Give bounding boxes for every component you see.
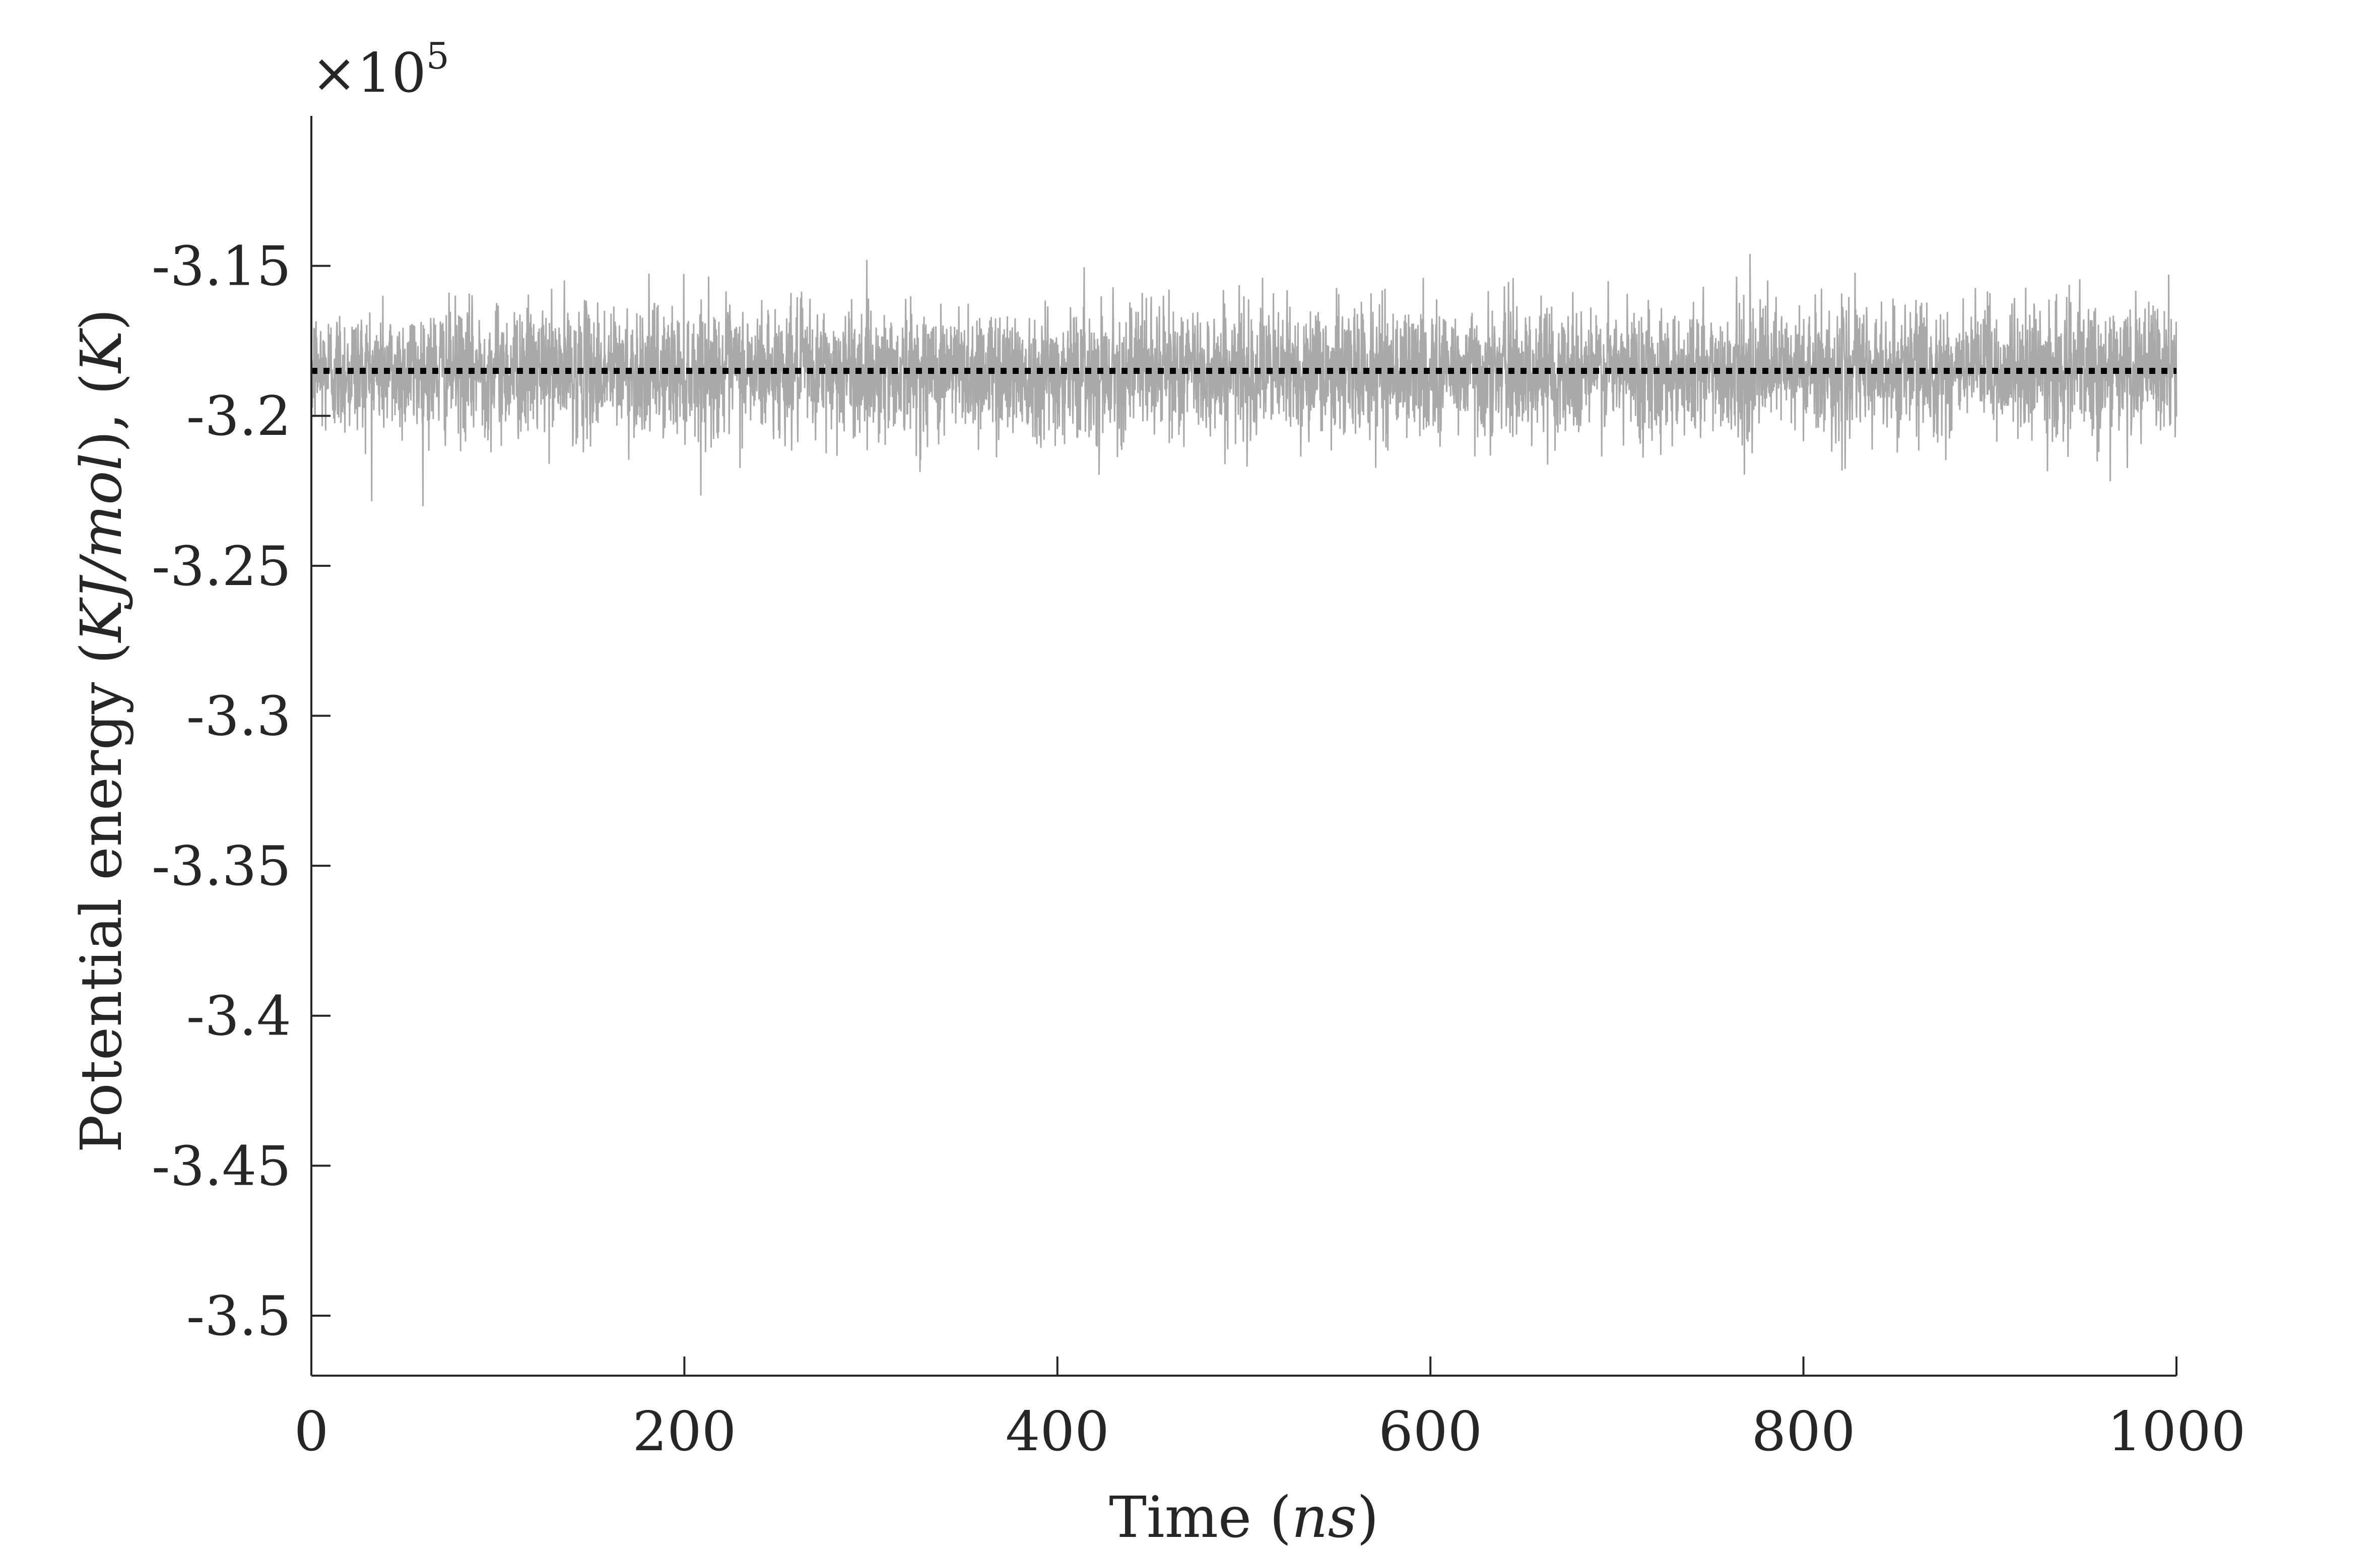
x-ticks: 0 200 400 600 800 1000 bbox=[294, 1357, 2246, 1463]
y-axis-label-unit1: KJ/mol bbox=[69, 453, 135, 643]
y-multiplier-exponent: 5 bbox=[426, 35, 449, 77]
y-tick-label: -3.5 bbox=[186, 1285, 291, 1348]
x-axis-label-suffix: ) bbox=[1357, 1485, 1379, 1547]
y-axis-label: Potential energy (KJ/mol), (K) bbox=[69, 309, 135, 1153]
x-tick-label: 200 bbox=[632, 1400, 736, 1463]
x-tick-label: 600 bbox=[1378, 1400, 1482, 1463]
y-axis-label-middle: ), ( bbox=[69, 373, 135, 453]
y-tick-label: -3.25 bbox=[152, 535, 291, 598]
potential-energy-series-line bbox=[310, 253, 2177, 506]
series-layer bbox=[310, 253, 2177, 506]
y-axis-label-prefix: Potential energy ( bbox=[69, 642, 135, 1152]
y-tick-label: -3.2 bbox=[186, 385, 291, 448]
x-tick-label: 800 bbox=[1752, 1400, 1856, 1463]
y-tick-label: -3.35 bbox=[152, 835, 291, 898]
y-multiplier-base: ×10 bbox=[311, 42, 426, 105]
y-axis-label-unit2: K bbox=[69, 328, 135, 374]
y-axis-label-suffix: ) bbox=[69, 309, 135, 331]
y-tick-label: -3.15 bbox=[152, 235, 291, 298]
x-tick-label: 400 bbox=[1006, 1400, 1109, 1463]
x-axis-label: Time (ns) bbox=[1109, 1485, 1379, 1547]
x-tick-label: 1000 bbox=[2107, 1400, 2246, 1463]
x-axis-label-unit: ns bbox=[1292, 1485, 1357, 1547]
y-tick-label: -3.3 bbox=[186, 685, 291, 748]
y-ticks: -3.15 -3.2 -3.25 -3.3 -3.35 -3.4 -3.45 -3.5 bbox=[152, 235, 330, 1348]
y-tick-label: -3.45 bbox=[152, 1135, 291, 1198]
x-axis-label-prefix: Time ( bbox=[1109, 1485, 1291, 1547]
y-multiplier-label: ×105 bbox=[311, 35, 449, 105]
y-tick-label: -3.4 bbox=[186, 985, 291, 1048]
x-tick-label: 0 bbox=[294, 1400, 329, 1463]
